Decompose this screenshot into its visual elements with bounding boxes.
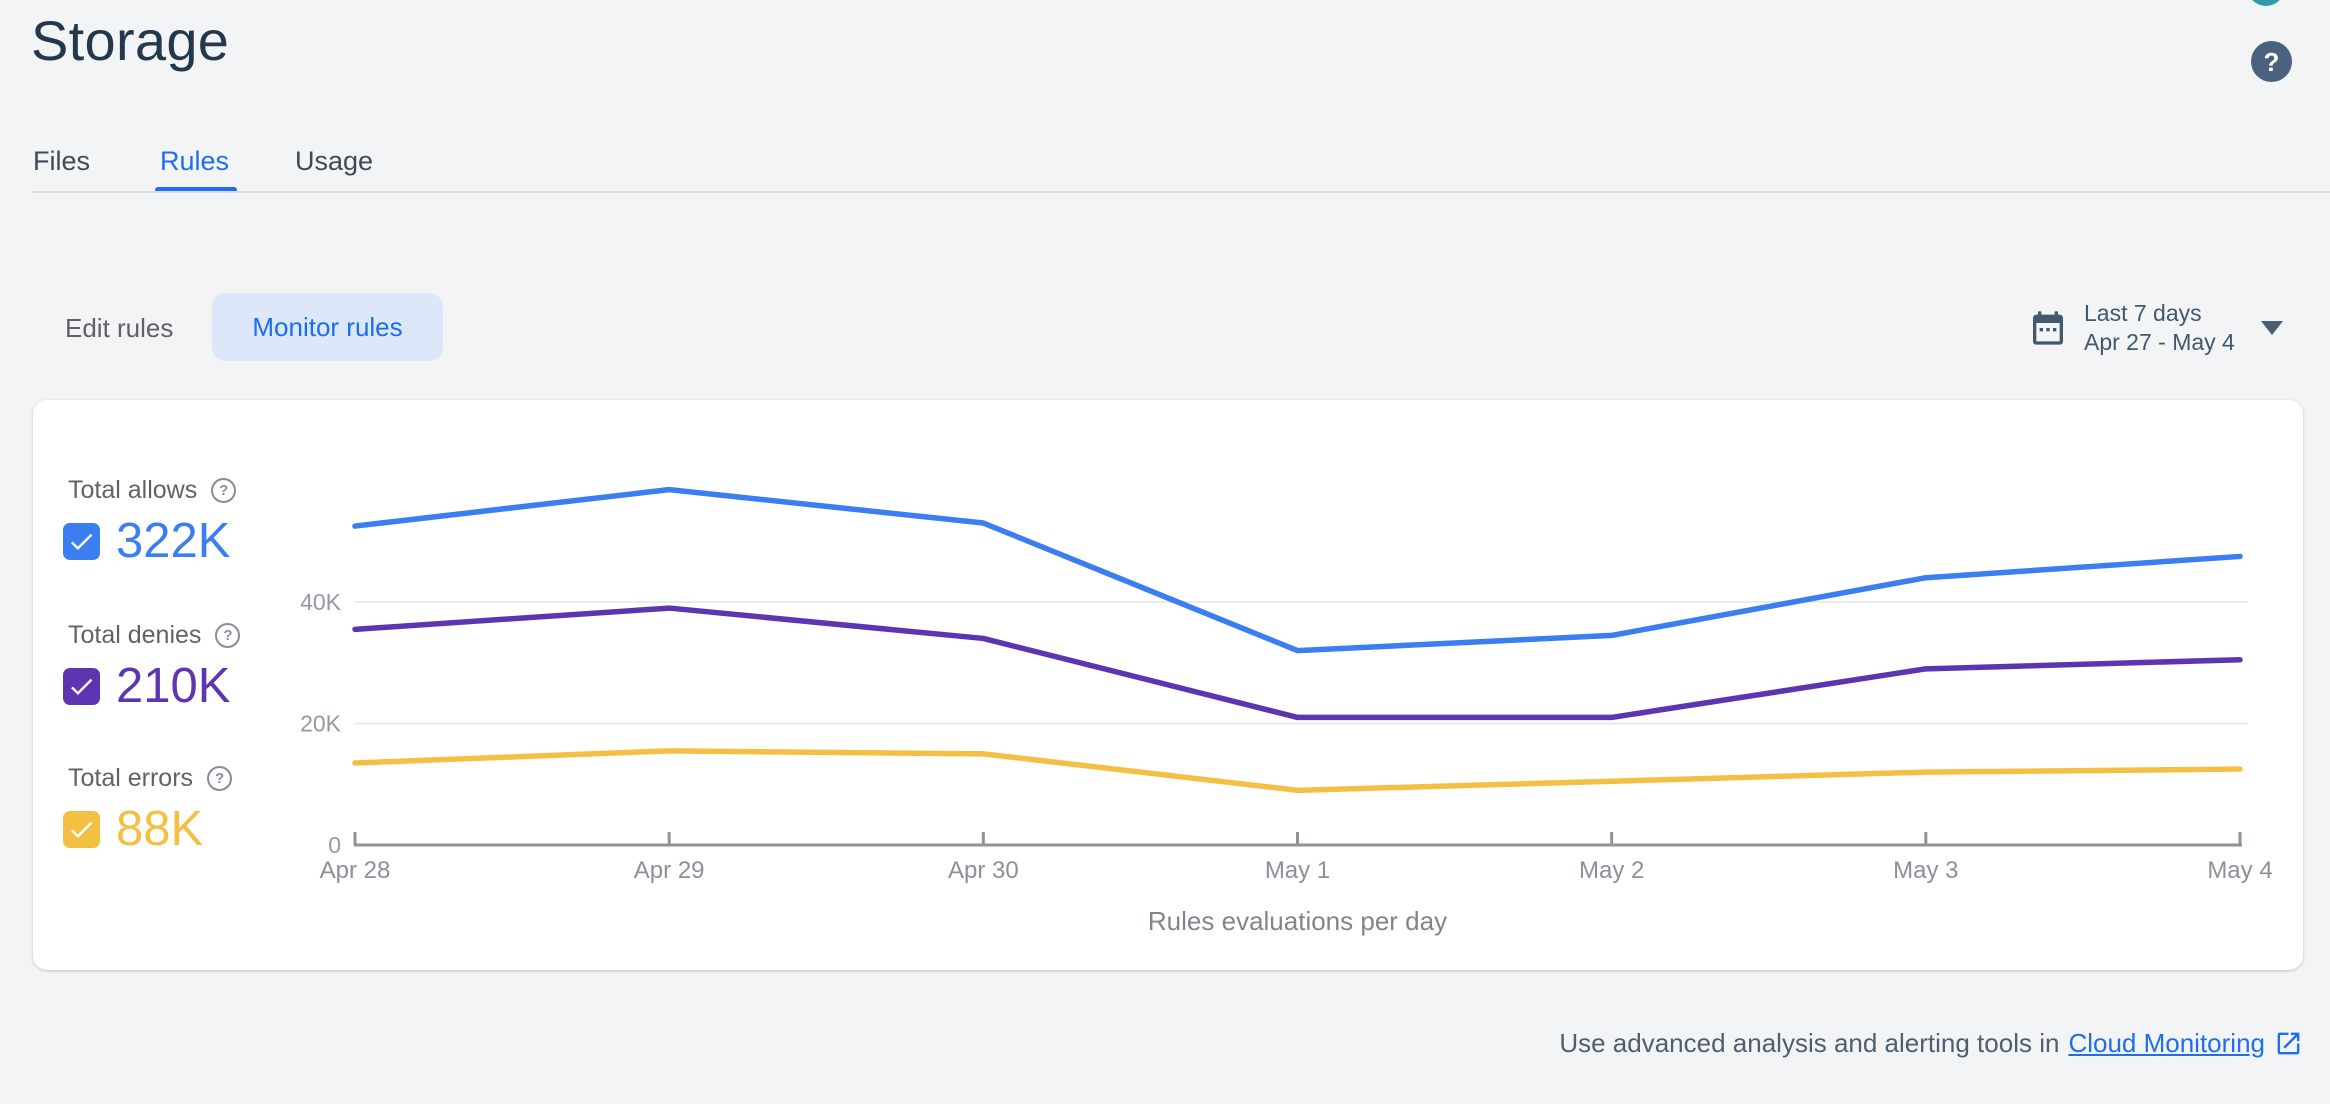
y-axis-label: 40K (300, 589, 342, 615)
stat-total-errors: Total errors ? 88K (63, 763, 233, 856)
stat-total-allows: Total allows ? 322K (63, 475, 237, 568)
x-axis-label: May 1 (1265, 857, 1330, 884)
date-range-dates: Apr 27 - May 4 (2084, 329, 2235, 355)
stat-label-total-denies: Total denies (68, 621, 202, 649)
stat-label-total-allows: Total allows (68, 476, 198, 504)
page-title: Storage (31, 9, 230, 72)
series-line-total-errors (352, 748, 2243, 794)
total-errors-checkbox[interactable] (63, 811, 100, 848)
x-axis-label: Apr 28 (320, 857, 391, 884)
series-line-total-allows (352, 486, 2243, 654)
x-axis-label: May 3 (1893, 857, 1958, 884)
calendar-icon (2033, 311, 2063, 345)
external-link-icon (2277, 1032, 2300, 1054)
help-icon[interactable]: ? (215, 622, 241, 648)
chevron-down-icon (2260, 321, 2283, 335)
series-line-total-denies (352, 605, 2243, 721)
footer-note: Use advanced analysis and alerting tools… (1559, 1026, 2303, 1060)
footer-link-label: Cloud Monitoring (2068, 1028, 2265, 1058)
help-button[interactable]: ? (2251, 41, 2292, 82)
help-icon[interactable]: ? (211, 477, 237, 503)
tab-usage[interactable]: Usage (295, 146, 374, 176)
active-tab-indicator (155, 187, 237, 193)
help-icon[interactable]: ? (207, 765, 233, 791)
rules-monitoring-card: Total allows ? 322K Total denies ? 210K … (33, 400, 2303, 970)
question-mark-icon: ? (2263, 46, 2280, 77)
x-axis-label: Apr 30 (948, 857, 1019, 884)
tab-bar-divider (33, 191, 2330, 193)
tab-rules[interactable]: Rules (160, 146, 230, 176)
y-axis-label: 20K (300, 711, 342, 737)
date-range-selector[interactable]: Last 7 days Apr 27 - May 4 (2028, 294, 2283, 362)
checkmark-icon (71, 533, 93, 550)
monitor-rules-button[interactable]: Monitor rules (212, 293, 443, 361)
stat-value-total-errors: 88K (116, 802, 204, 856)
total-allows-checkbox[interactable] (63, 523, 100, 560)
y-axis-label: 0 (328, 832, 341, 858)
date-range-preset: Last 7 days (2084, 300, 2202, 326)
checkmark-icon (71, 678, 93, 695)
stat-total-denies: Total denies ? 210K (63, 620, 241, 713)
chart-title: Rules evaluations per day (1148, 906, 1447, 936)
footer-text: Use advanced analysis and alerting tools… (1559, 1028, 2060, 1058)
stat-label-total-errors: Total errors (68, 764, 194, 792)
stat-value-total-denies: 210K (116, 659, 231, 713)
tab-files[interactable]: Files (33, 146, 91, 176)
x-axis-label: May 2 (1579, 857, 1644, 884)
cloud-monitoring-link[interactable]: Cloud Monitoring (2068, 1026, 2303, 1060)
user-avatar[interactable] (2247, 0, 2285, 6)
total-denies-checkbox[interactable] (63, 668, 100, 705)
checkmark-icon (71, 821, 93, 838)
rules-evaluations-chart: 0 20K 40K Apr 28 Apr 29 Apr 30 May 1 May 2 May 3… (300, 486, 2273, 936)
x-axis-label: May 4 (2207, 857, 2272, 884)
stat-value-total-allows: 322K (116, 514, 231, 568)
x-axis-label: Apr 29 (634, 857, 705, 884)
edit-rules-button[interactable]: Edit rules (65, 303, 173, 354)
date-range-text: Last 7 days Apr 27 - May 4 (2084, 299, 2235, 357)
